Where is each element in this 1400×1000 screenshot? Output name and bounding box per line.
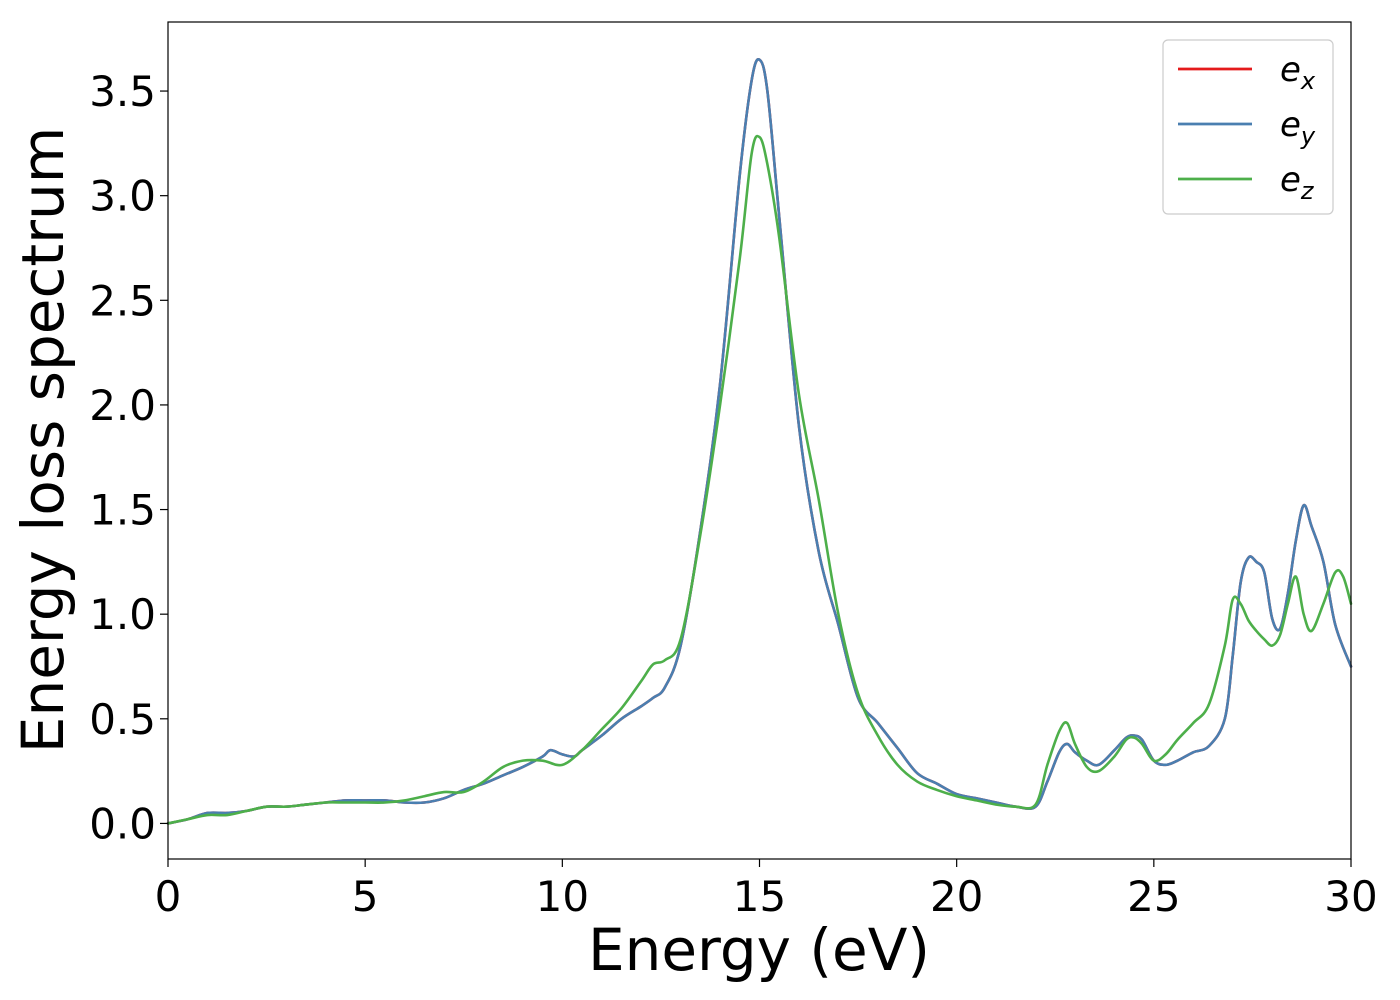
x-tick-label: 30	[1324, 872, 1377, 921]
legend-box	[1162, 39, 1334, 215]
x-axis: 0 5 10 15 20 25 30	[155, 859, 1378, 921]
y-tick-label: 1.0	[89, 590, 156, 639]
y-axis: 0.0 0.5 1.0 1.5 2.0 2.5 3.0 3.5	[89, 67, 168, 848]
series-line-y	[166, 58, 1353, 825]
legend-label-x: ex	[1280, 50, 1316, 95]
x-axis-label: Energy (eV)	[588, 916, 930, 984]
x-tick-label: 15	[733, 872, 786, 921]
y-tick-label: 2.0	[89, 381, 156, 430]
y-axis-label: Energy loss spectrum	[9, 127, 77, 753]
y-tick-label: 0.0	[89, 799, 156, 848]
y-tick-label: 3.0	[89, 172, 156, 221]
x-tick-label: 10	[536, 872, 589, 921]
legend-label-y: ey	[1280, 105, 1316, 150]
x-tick-label: 20	[930, 872, 983, 921]
y-tick-label: 0.5	[89, 695, 156, 744]
x-tick-label: 0	[155, 872, 182, 921]
y-tick-label: 2.5	[89, 276, 156, 325]
series-group	[166, 58, 1353, 825]
legend-label-z: ez	[1280, 160, 1315, 205]
y-tick-label: 1.5	[89, 486, 156, 535]
x-tick-label: 5	[352, 872, 379, 921]
x-tick-label: 25	[1127, 872, 1180, 921]
series-line-z	[166, 134, 1353, 825]
plot-background	[168, 22, 1351, 859]
legend: ex ey ez	[1162, 39, 1334, 215]
y-tick-label: 3.5	[89, 67, 156, 116]
